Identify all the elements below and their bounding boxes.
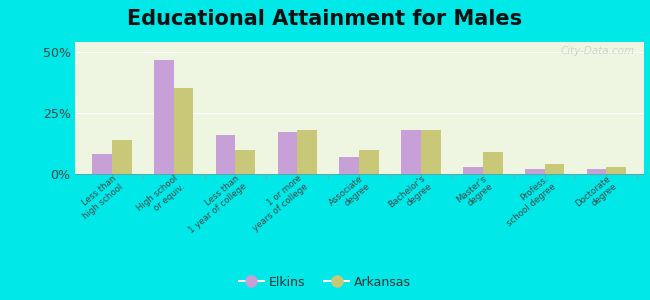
- Text: Profess.
school degree: Profess. school degree: [498, 174, 557, 228]
- Bar: [586, 169, 606, 174]
- Bar: [401, 130, 421, 174]
- Bar: [216, 135, 235, 174]
- Bar: [606, 167, 626, 174]
- Text: City-Data.com: City-Data.com: [561, 46, 635, 56]
- Bar: [235, 150, 255, 174]
- Text: Bachelor's
degree: Bachelor's degree: [387, 174, 434, 218]
- Legend: Elkins, Arkansas: Elkins, Arkansas: [234, 271, 416, 294]
- Text: Associate
degree: Associate degree: [328, 174, 372, 215]
- Text: Master's
degree: Master's degree: [455, 174, 495, 212]
- Bar: [359, 150, 379, 174]
- Text: High school
or equiv.: High school or equiv.: [135, 174, 186, 221]
- Bar: [297, 130, 317, 174]
- Bar: [463, 167, 483, 174]
- Bar: [112, 140, 131, 174]
- Bar: [92, 154, 112, 174]
- Bar: [545, 164, 564, 174]
- Text: Doctorate
degree: Doctorate degree: [574, 174, 619, 216]
- Bar: [154, 60, 174, 174]
- Bar: [421, 130, 441, 174]
- Text: Less than
high school: Less than high school: [74, 174, 124, 220]
- Text: 1 or more
years of college: 1 or more years of college: [245, 174, 310, 233]
- Text: Educational Attainment for Males: Educational Attainment for Males: [127, 9, 523, 29]
- Bar: [525, 169, 545, 174]
- Bar: [278, 132, 297, 174]
- Bar: [174, 88, 194, 174]
- Text: Less than
1 year of college: Less than 1 year of college: [180, 174, 248, 236]
- Bar: [339, 157, 359, 174]
- Bar: [483, 152, 502, 174]
